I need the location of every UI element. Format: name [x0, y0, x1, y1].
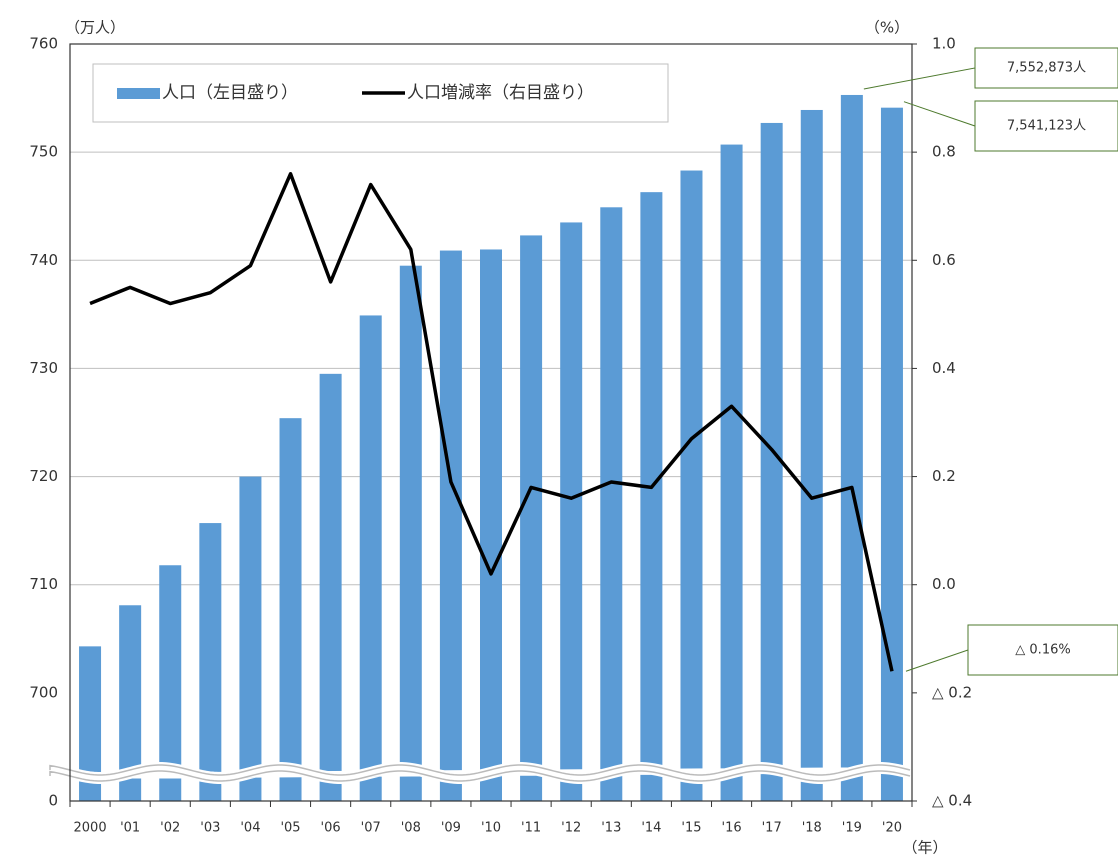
bar — [680, 170, 703, 801]
x-tick-label: '19 — [842, 821, 862, 836]
y2-tick-label: △ 0.2 — [932, 683, 972, 701]
break-line — [49, 770, 911, 782]
y-tick-label: 760 — [29, 35, 58, 53]
y-tick-label: 740 — [29, 251, 58, 269]
callout-text: 7,541,123人 — [1007, 119, 1086, 134]
y2-tick-label: 0.0 — [932, 575, 956, 593]
x-tick-label: '09 — [441, 821, 461, 836]
bar — [560, 222, 583, 801]
bar — [119, 605, 142, 801]
bar — [800, 109, 823, 801]
y2-tick-label: 0.8 — [932, 143, 956, 161]
bar — [239, 476, 262, 801]
x-tick-label: '15 — [681, 821, 701, 836]
callout-leader — [905, 625, 969, 672]
x-tick-label: '13 — [601, 821, 621, 836]
bar — [279, 418, 302, 801]
legend-label: 人口（左目盛り） — [162, 83, 298, 103]
bar — [840, 94, 863, 802]
x-tick-label: '14 — [641, 821, 661, 836]
callout-box — [974, 47, 1118, 89]
x-tick-label: '01 — [120, 821, 140, 836]
bar — [399, 265, 422, 801]
x-tick-label: '03 — [200, 821, 220, 836]
x-tick-label: '07 — [361, 821, 381, 836]
x-tick-label: '10 — [481, 821, 501, 836]
line — [89, 172, 894, 672]
callout-text: 7,552,873人 — [1007, 61, 1086, 76]
bar — [159, 565, 182, 801]
legend-swatch — [117, 88, 160, 99]
y-tick-label: 0 — [48, 792, 58, 810]
y2-tick-label: 0.4 — [932, 359, 956, 377]
bar — [880, 107, 903, 802]
callout-box — [974, 100, 1118, 152]
y-axis-label: （万人） — [65, 19, 125, 37]
bar — [720, 144, 743, 801]
bar — [359, 315, 382, 801]
bar — [520, 235, 543, 802]
x-tick-label: '06 — [321, 821, 341, 836]
callout-leader — [863, 48, 976, 90]
callout-box — [967, 624, 1118, 676]
x-tick-label: '05 — [280, 821, 300, 836]
bar — [319, 373, 342, 801]
bar — [600, 207, 623, 801]
x-tick-label: '12 — [561, 821, 581, 836]
x-axis-label: （年） — [902, 839, 947, 857]
x-tick-label: 2000 — [74, 821, 107, 836]
bar — [79, 646, 102, 801]
y2-tick-label: △ 0.4 — [932, 792, 972, 810]
y2-tick-label: 1.0 — [932, 35, 956, 53]
x-tick-label: '16 — [722, 821, 742, 836]
x-tick-label: '04 — [240, 821, 260, 836]
x-tick-label: '18 — [802, 821, 822, 836]
bar — [640, 192, 663, 802]
bar — [439, 250, 462, 801]
y-tick-label: 730 — [29, 359, 58, 377]
plot-frame — [69, 43, 913, 802]
y-tick-label: 700 — [29, 683, 58, 701]
x-tick-label: '02 — [160, 821, 180, 836]
x-tick-label: '20 — [882, 821, 902, 836]
x-tick-label: '08 — [401, 821, 421, 836]
bar — [480, 249, 502, 801]
callout-text: △ 0.16% — [1015, 643, 1070, 658]
y-tick-label: 720 — [29, 467, 58, 485]
y-tick-label: 710 — [29, 575, 58, 593]
x-tick-label: '11 — [521, 821, 541, 836]
y-tick-label: 750 — [29, 143, 58, 161]
legend-label: 人口増減率（右目盛り） — [407, 83, 594, 103]
y2-tick-label: 0.6 — [932, 251, 956, 269]
x-tick-label: '17 — [762, 821, 782, 836]
y2-axis-label: （%） — [865, 19, 909, 37]
bar — [199, 523, 222, 801]
callout-leader — [903, 101, 976, 127]
break-line — [49, 764, 911, 776]
bar — [760, 122, 783, 802]
y2-tick-label: 0.2 — [932, 467, 956, 485]
